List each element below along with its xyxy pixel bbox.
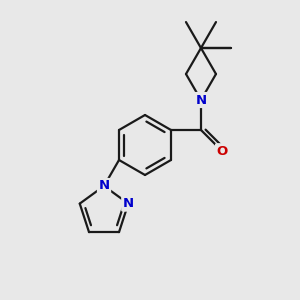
Text: N: N bbox=[195, 94, 206, 106]
Text: O: O bbox=[217, 145, 228, 158]
Text: N: N bbox=[123, 197, 134, 210]
Text: N: N bbox=[98, 179, 110, 193]
